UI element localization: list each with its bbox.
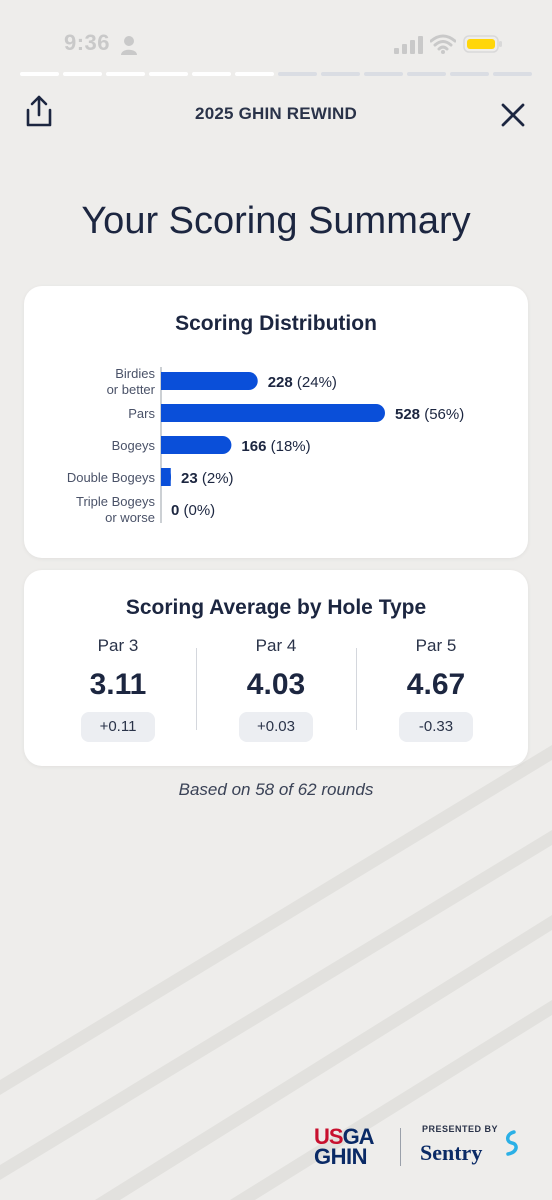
ghin-logo: GHIN [314,1144,368,1169]
sentry-logo: Sentry [420,1140,483,1165]
category-label: Double Bogeys [67,470,156,485]
hole-type-par4: Par 4 4.03 +0.03 [196,636,356,742]
category-label: Bogeys [112,438,156,453]
distribution-bar-base [161,468,171,486]
column-divider [356,648,357,730]
progress-segment [278,72,317,76]
wifi-icon [430,34,456,54]
bar-value-label: 23 (2%) [181,470,234,487]
logo-divider [400,1128,401,1166]
scoring-average-card: Scoring Average by Hole Type Par 3 3.11 … [24,570,528,766]
category-label: or worse [105,510,155,525]
progress-segment [192,72,231,76]
page-title: Your Scoring Summary [81,200,471,242]
progress-segment [20,72,59,76]
distribution-bar [161,436,232,454]
signal-icon [394,36,423,54]
share-button[interactable] [20,92,58,130]
scoring-distribution-title: Scoring Distribution [175,312,377,335]
story-progress-bar [20,72,532,76]
hole-type-label: Par 4 [255,636,297,655]
scoring-distribution-card: Birdies or better 228 (24%) Pars 528 (56%) Bo… [24,286,528,558]
progress-segment [364,72,403,76]
sentry-mark-icon [506,1130,518,1156]
progress-segment [321,72,360,76]
column-divider [196,648,197,730]
hole-type-label: Par 3 [97,636,139,655]
distribution-bar-base [161,404,171,422]
close-button[interactable] [494,96,532,134]
progress-segment [450,72,489,76]
hole-type-average: 4.03 [246,668,306,701]
progress-segment [149,72,188,76]
hole-type-diff-badge: +0.03 [239,712,313,742]
bar-value-label: 166 (18%) [241,438,310,455]
distribution-bar [161,372,258,390]
progress-segment [63,72,102,76]
rounds-footnote: Based on 58 of 62 rounds [178,780,374,799]
category-label: Birdies [115,366,155,381]
progress-segment [493,72,532,76]
battery-icon [463,35,502,53]
status-time: 9:36 [64,30,111,55]
bar-value-label: 528 (56%) [395,406,464,423]
progress-segment [235,72,274,76]
status-bar: 9:36 [0,0,552,64]
hole-type-label: Par 5 [415,636,457,655]
category-label: Triple Bogeys [76,494,155,509]
header-title: 2025 GHIN REWIND [195,104,357,123]
share-icon [26,95,52,127]
presented-by-label: PRESENTED BY [422,1124,499,1134]
category-label: Pars [128,406,155,421]
progress-segment [407,72,446,76]
person-icon [121,36,137,55]
hole-type-diff-badge: +0.11 [81,712,155,742]
usga-logo: USGA [314,1124,375,1149]
hole-type-average: 4.67 [406,668,466,701]
hole-type-average: 3.11 [89,668,147,701]
hole-type-diff-badge: -0.33 [399,712,473,742]
footer-logos: USGA GHIN PRESENTED BY Sentry [310,1120,530,1176]
close-icon [501,103,525,127]
progress-segment [106,72,145,76]
scoring-average-title: Scoring Average by Hole Type [125,596,427,619]
bar-value-label: 228 (24%) [268,374,337,391]
hole-type-par5: Par 5 4.67 -0.33 [356,636,516,742]
hole-type-par3: Par 3 3.11 +0.11 [38,636,198,742]
distribution-bar-base [161,372,171,390]
distribution-bar-base [161,436,171,454]
distribution-bar [161,404,385,422]
bar-value-label: 0 (0%) [171,502,215,519]
category-label: or better [107,382,156,397]
